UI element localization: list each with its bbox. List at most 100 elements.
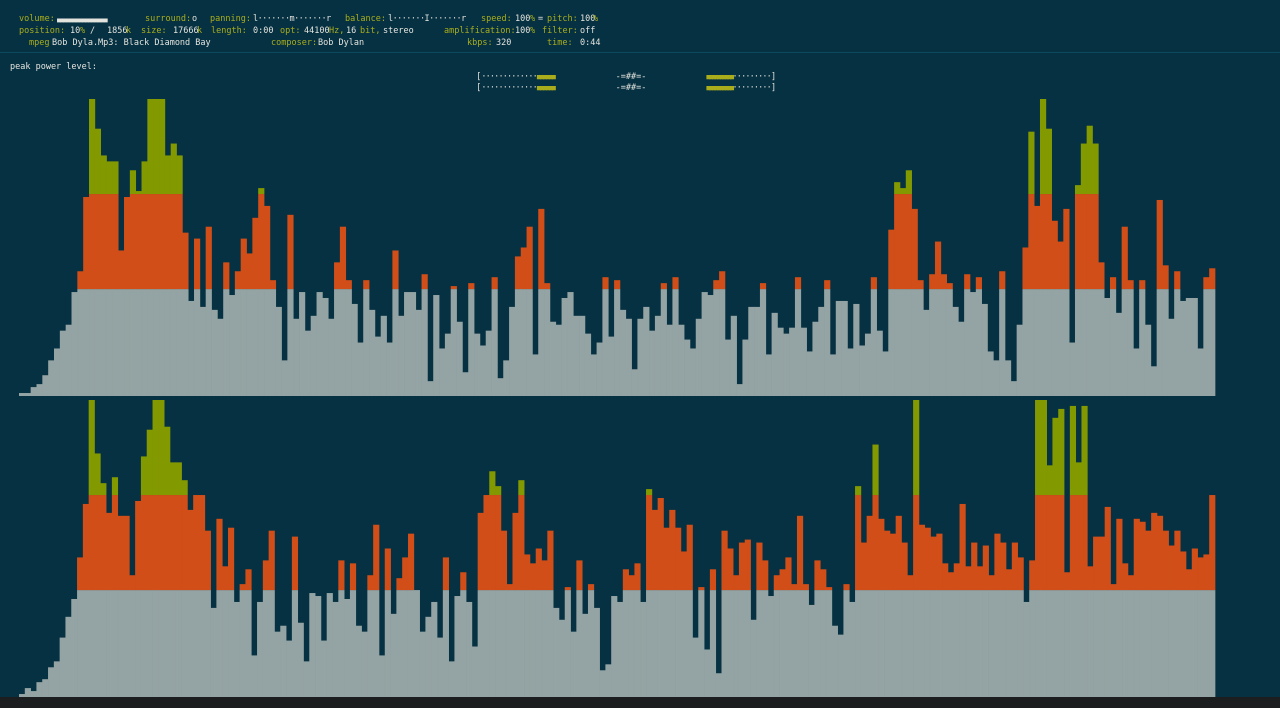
spectrum-bar-mid (124, 197, 131, 290)
spectrum-bar-mid (245, 569, 252, 591)
spectrum-bar (800, 327, 807, 396)
spectrum-bar (332, 601, 339, 697)
spectrum-bar-mid (349, 563, 357, 591)
spectrum-bar-mid (814, 560, 821, 591)
spectrum-bar-low (773, 590, 780, 697)
spectrum-bar-low (1069, 342, 1076, 396)
spectrum-bar-mid (222, 566, 229, 591)
spectrum-bar-low (611, 596, 618, 697)
speed-value[interactable]: 100 (515, 14, 531, 24)
spectrum-bar-low (1074, 289, 1082, 396)
spectrum-bar-low (42, 375, 49, 396)
spectrum-bar-mid (170, 194, 177, 290)
spectrum-bar-mid (1116, 518, 1123, 591)
spectrum-bar-low (198, 590, 206, 697)
position-kilobytes: 1856 (107, 26, 128, 36)
spectrum-bar (899, 188, 907, 396)
filter-value[interactable]: off (580, 26, 596, 36)
spectrum-bar (646, 489, 653, 697)
spectrum-bar-low (338, 590, 345, 697)
spectrum-bar-mid (999, 271, 1006, 290)
spectrum-bar-low (796, 590, 804, 697)
spectrum-bar-low (646, 590, 653, 697)
spectrum-bar (117, 515, 124, 697)
spectrum-bar (889, 533, 897, 697)
spectrum-bar-mid (1127, 280, 1134, 290)
spectrum-bar-mid (899, 194, 907, 290)
balance-slider[interactable]: l·······I·······r (388, 14, 466, 24)
amplification-value[interactable]: 100 (515, 26, 531, 36)
spectrum-bar-low (286, 640, 293, 697)
spectrum-bar-mid (1034, 205, 1041, 290)
size-label: size: (141, 26, 167, 36)
spectrum-bar-low (748, 306, 755, 396)
spectrum-bar (274, 631, 281, 697)
spectrum-bar (750, 619, 757, 697)
spectrum-bar-mid (216, 518, 223, 591)
spectrum-bar (77, 557, 84, 697)
opt-bits: 16 (346, 26, 357, 36)
spectrum-bar-low (1098, 289, 1105, 396)
spectrum-bar (541, 560, 548, 697)
spectrum-bar (158, 400, 165, 697)
spectrum-bar (89, 99, 96, 396)
spectrum-bar-mid (820, 569, 827, 591)
spectrum-bar (439, 348, 446, 396)
spectrum-bar-low (159, 289, 166, 396)
spectrum-bar (587, 584, 595, 697)
spectrum-bar-mid (500, 530, 508, 591)
spectrum-bar-mid (884, 530, 891, 591)
spectrum-bar-low (1168, 590, 1175, 697)
spectrum-bar-mid (1191, 548, 1198, 591)
spectrum-bar (1109, 277, 1117, 396)
spectrum-bar-mid (106, 194, 113, 290)
spectrum-bar-low (584, 333, 592, 396)
spectrum-bar-mid (460, 572, 467, 591)
spectrum-bar-low (407, 590, 415, 697)
spectrum-bar (257, 601, 264, 697)
spectrum-bar (864, 333, 872, 396)
spectrum-bar-low (169, 590, 177, 697)
spectrum-bar (437, 637, 444, 697)
spectrum-bar (994, 533, 1001, 697)
spectrum-bar-low (1045, 289, 1052, 396)
panning-slider[interactable]: l·······m·······r (253, 14, 331, 24)
spectrum-bar-low (71, 292, 78, 396)
spectrum-bar-low (1122, 590, 1129, 697)
spectrum-bar-low (204, 590, 211, 697)
spectrum-bar (1139, 521, 1146, 697)
spectrum-bar-low (818, 306, 825, 396)
spectrum-bar-low (1203, 590, 1210, 697)
spectrum-bar (582, 613, 589, 697)
spectrum-bar-mid (1168, 545, 1175, 591)
spectrum-bar (663, 527, 670, 697)
spectrum-bar-low (1150, 366, 1157, 396)
pitch-value[interactable]: 100 (580, 14, 596, 24)
spectrum-bar (1162, 265, 1169, 396)
spectrum-bar-low (24, 688, 31, 697)
spectrum-bar-mid (1162, 530, 1169, 591)
spectrum-bar-mid (872, 495, 879, 591)
spectrum-bar-low (982, 590, 989, 697)
spectrum-bar-low (1011, 590, 1018, 697)
spectrum-bar-low (1197, 348, 1204, 396)
spectrum-bar-low (442, 590, 449, 697)
spectrum-bar-high (94, 453, 101, 496)
spectrum-bar-low (872, 590, 879, 697)
spectrum-bar (425, 616, 432, 697)
spectrum-bar-mid (1028, 194, 1035, 290)
spectrum-bar-mid (384, 548, 391, 591)
volume-meter[interactable]: ■■■■■■■■■■■■■■■■ (57, 16, 108, 24)
spectrum-bar-low (233, 601, 240, 697)
surround-value[interactable]: o (192, 14, 198, 24)
position-value[interactable]: 10 (70, 26, 81, 36)
spectrum-bar (841, 300, 848, 396)
spectrum-bar-mid (1104, 506, 1111, 591)
spectrum-bar-mid (193, 495, 200, 591)
peak-right-fill: ■■■■■■■■■■ (706, 73, 734, 81)
spectrum-bar-mid (234, 271, 242, 290)
spectrum-bar-mid (135, 500, 142, 591)
spectrum-bar (860, 542, 867, 697)
spectrum-bar-low (570, 631, 577, 697)
spectrum-bar-low (129, 289, 137, 396)
